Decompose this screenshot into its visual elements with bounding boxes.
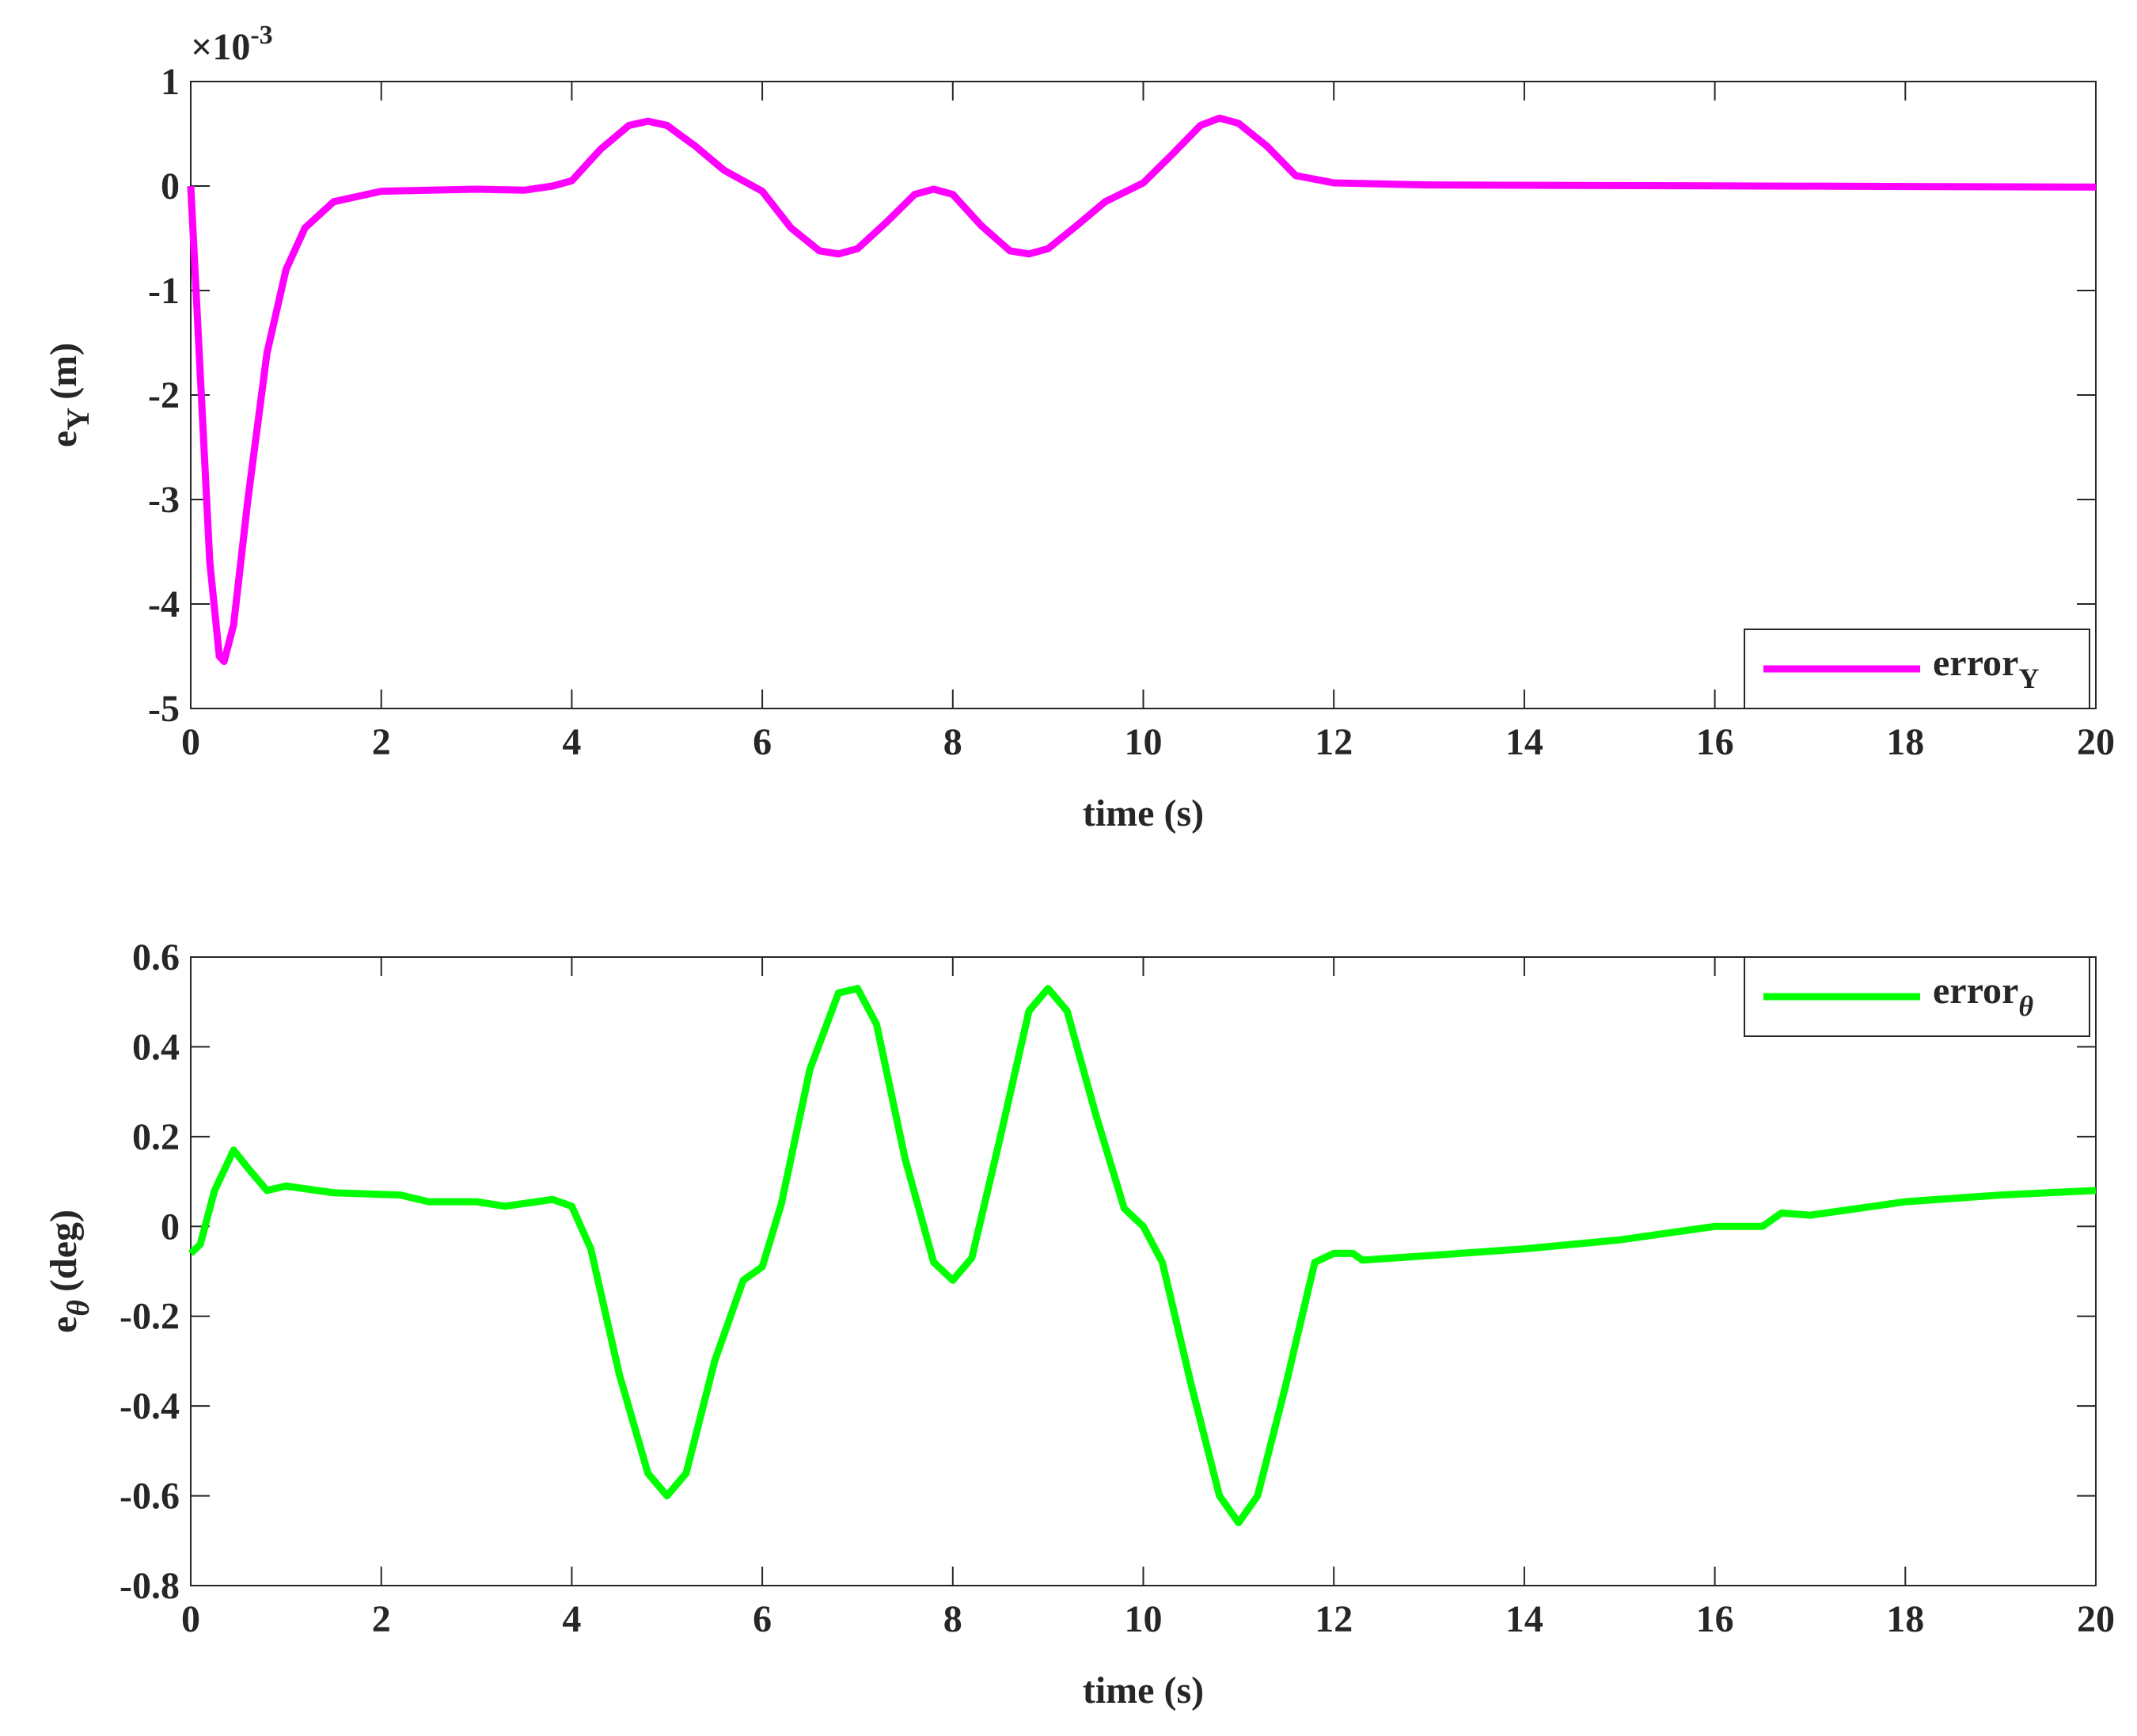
legend-label: errorY (1933, 642, 2039, 694)
x-tick-label: 8 (943, 721, 962, 763)
x-tick-label: 0 (181, 1598, 200, 1640)
x-axis-label: time (s) (1083, 1670, 1204, 1711)
y-tick-label: 0.2 (132, 1116, 180, 1158)
y-tick-label: 0 (161, 1206, 180, 1248)
y-multiplier: ×10-3 (191, 21, 273, 68)
x-tick-label: 12 (1315, 1598, 1353, 1640)
x-tick-label: 6 (753, 721, 772, 763)
y-axis-label-main: e (43, 1316, 85, 1333)
y-multiplier-base: ×10 (191, 26, 250, 68)
y-tick-label: -0.4 (120, 1385, 180, 1427)
legend-label-main: error (1933, 970, 2018, 1012)
x-tick-label: 14 (1505, 1598, 1543, 1640)
x-tick-label: 18 (1886, 721, 1924, 763)
x-tick-label: 10 (1125, 721, 1163, 763)
plot-area (190, 81, 2097, 709)
y-tick-label: -4 (148, 583, 180, 625)
y-tick-label: -5 (148, 688, 180, 730)
y-tick-label: -0.6 (120, 1476, 180, 1518)
y-axis-label-sub: θ (60, 1300, 96, 1316)
y-tick-label: -2 (148, 374, 180, 416)
legend-label-main: error (1933, 642, 2018, 684)
x-tick-label: 20 (2077, 721, 2115, 763)
y-axis-label-sub: Y (60, 408, 96, 431)
x-tick-label: 8 (943, 1598, 962, 1640)
x-axis-label: time (s) (1083, 792, 1204, 834)
x-tick-label: 2 (372, 721, 391, 763)
y-tick-label: 0 (161, 165, 180, 207)
y-axis-label-main: e (43, 431, 85, 447)
y-tick-label: 0.4 (132, 1026, 180, 1068)
x-tick-label: 18 (1886, 1598, 1924, 1640)
x-tick-label: 6 (753, 1598, 772, 1640)
x-tick-label: 16 (1696, 1598, 1734, 1640)
x-tick-label: 4 (562, 721, 581, 763)
plot-area (190, 956, 2097, 1586)
y-axis-label: eθ (deg) (43, 1210, 96, 1333)
y-tick-label: -3 (148, 479, 180, 521)
legend-label-sub: Y (2018, 663, 2039, 694)
x-tick-label: 12 (1315, 721, 1353, 763)
data-line (187, 114, 2097, 666)
x-tick-label: 20 (2077, 1598, 2115, 1640)
y-axis-label-unit: (m) (43, 343, 85, 400)
y-tick-label: -0.8 (120, 1565, 180, 1607)
x-tick-label: 0 (181, 721, 200, 763)
y-tick-label: -0.2 (120, 1296, 180, 1338)
y-axis-label-unit: (deg) (43, 1210, 85, 1292)
y-tick-label: 1 (161, 61, 180, 103)
legend-label-sub: θ (2018, 990, 2033, 1022)
legend-label: errorθ (1933, 970, 2033, 1022)
y-axis-label: eY (m) (43, 343, 96, 447)
x-tick-label: 4 (562, 1598, 581, 1640)
y-multiplier-exponent: -3 (250, 21, 272, 50)
x-tick-label: 14 (1505, 721, 1543, 763)
y-tick-label: -1 (148, 270, 180, 312)
y-tick-label: 0.6 (132, 936, 180, 978)
x-tick-label: 2 (372, 1598, 391, 1640)
x-tick-label: 16 (1696, 721, 1734, 763)
x-tick-label: 10 (1125, 1598, 1163, 1640)
data-line (188, 985, 2097, 1527)
